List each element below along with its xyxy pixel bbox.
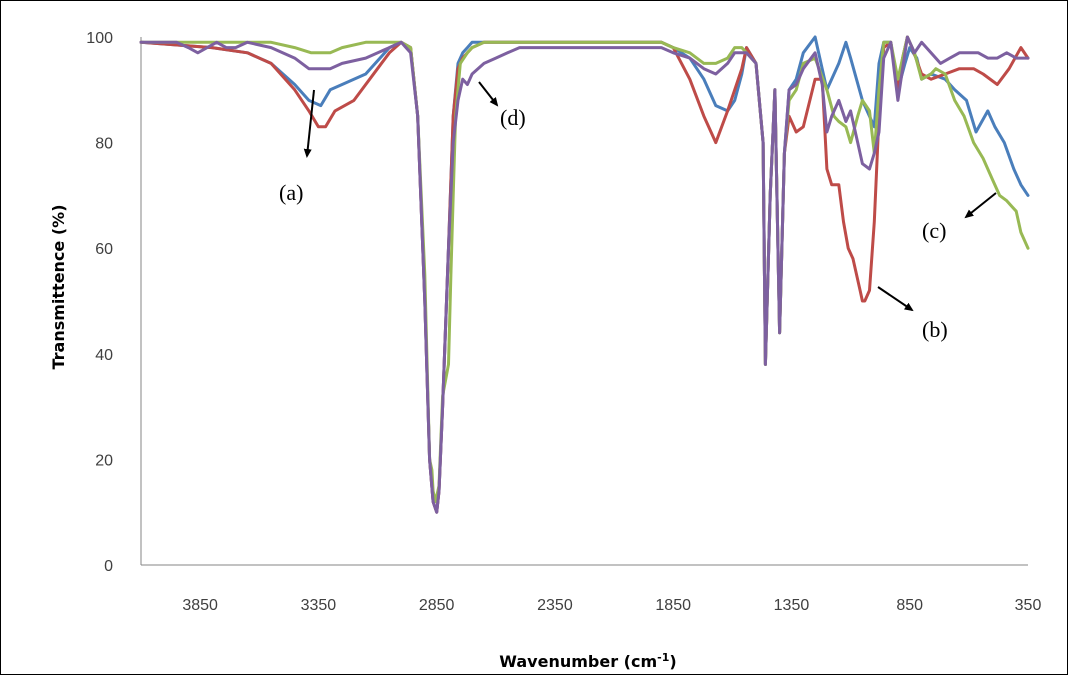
y-tick-label: 20 [95,452,113,469]
annotation-c-arrow [964,192,997,219]
x-tick-label: 3350 [301,597,337,614]
annotation-d-arrow [478,81,499,107]
y-tick-label: 60 [95,241,113,258]
x-axis-title-sup: -1 [657,651,669,664]
y-axis-ticks: 0 20 40 60 80 100 [86,30,113,575]
annotation-a-label: (a) [279,180,303,205]
series-layer [139,35,1030,514]
x-axis-ticks: 3850 3350 2850 2350 1850 1350 850 350 [182,597,1041,614]
x-tick-label: 2850 [419,597,455,614]
y-tick-label: 40 [95,347,113,364]
annotation-d-label: (d) [500,105,526,130]
x-tick-label: 350 [1015,597,1042,614]
x-axis-title: Wavenumber (cm-1) [499,651,676,671]
y-tick-label: 0 [104,558,113,575]
x-tick-label: 3850 [182,597,218,614]
annotation-a-arrow [303,89,315,158]
annotation-b-arrow [877,286,914,312]
x-tick-label: 850 [896,597,923,614]
x-tick-label: 1350 [774,597,810,614]
x-tick-label: 1850 [655,597,691,614]
annotation-c-label: (c) [922,218,946,243]
y-axis-title: Transmittence (%) [49,204,68,369]
x-axis-title-end: ) [669,652,676,671]
y-tick-label: 100 [86,30,113,47]
x-axis-title-main: Wavenumber (cm [499,652,657,671]
x-tick-label: 2350 [537,597,573,614]
series-line-purple [139,35,1030,514]
y-tick-label: 80 [95,136,113,153]
series-line-red [139,35,1030,514]
series-line-blue [139,35,1030,514]
series-line-green [139,35,1030,504]
annotation-b-label: (b) [922,317,948,342]
